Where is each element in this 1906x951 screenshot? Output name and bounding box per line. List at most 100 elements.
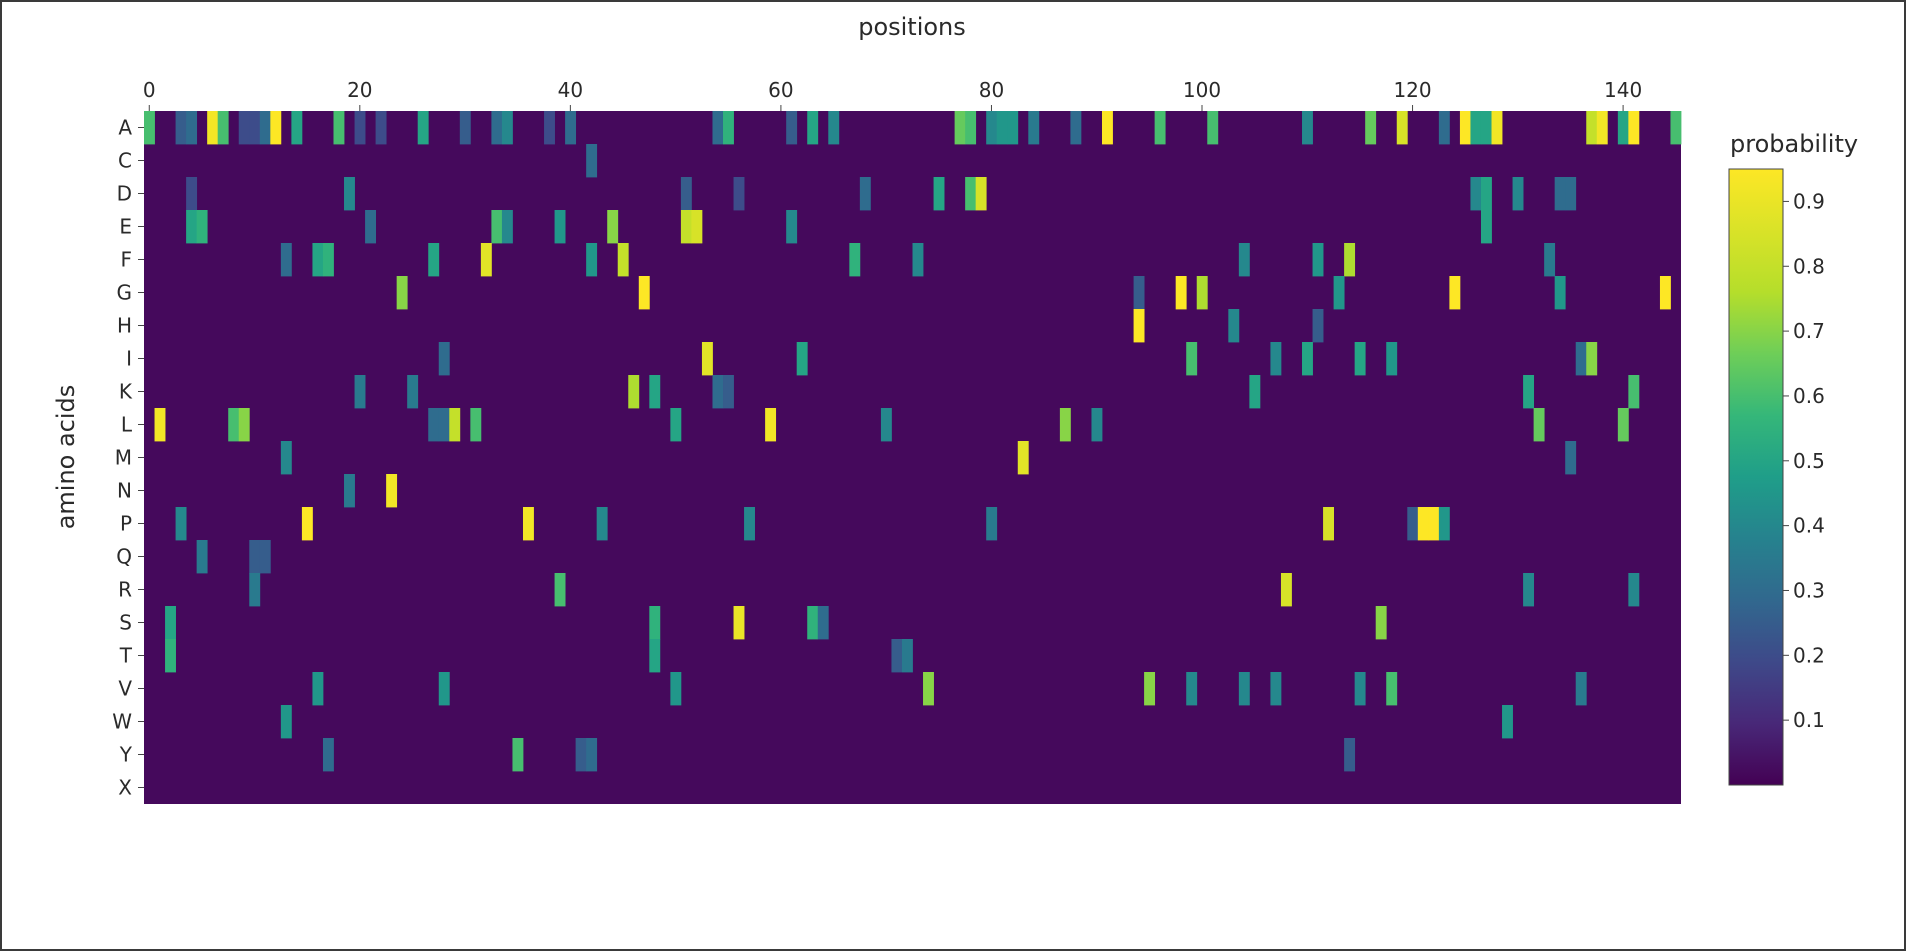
heatmap-cell [1575, 342, 1587, 376]
heatmap-cell [628, 375, 640, 409]
y-tick-label: F [120, 248, 132, 272]
heatmap-cell [1459, 111, 1471, 145]
heatmap-cell [607, 210, 619, 244]
y-tick-label: M [115, 446, 132, 470]
heatmap-cell [670, 672, 682, 706]
x-tick-label: 100 [1183, 78, 1221, 102]
heatmap-cell [270, 111, 282, 145]
heatmap-cell [1586, 111, 1598, 145]
heatmap-cell [186, 177, 198, 211]
heatmap-cell [1417, 507, 1429, 541]
heatmap-cell [1617, 111, 1629, 145]
heatmap-cell [1354, 672, 1366, 706]
heatmap-cell [480, 243, 492, 277]
heatmap-cell [1396, 111, 1408, 145]
heatmap-cell [1670, 111, 1682, 145]
heatmap-cell [280, 243, 292, 277]
heatmap-cell [1101, 111, 1113, 145]
heatmap-cell [965, 111, 977, 145]
heatmap-cell [344, 177, 355, 211]
heatmap-cell [1491, 111, 1503, 145]
heatmap-cell [1523, 375, 1535, 409]
heatmap-cell [1365, 111, 1377, 145]
x-tick-label: 20 [347, 78, 372, 102]
heatmap-cell [891, 639, 903, 673]
y-tick-label: X [118, 776, 132, 800]
heatmap-cell [586, 243, 598, 277]
heatmap-cell [786, 210, 798, 244]
y-tick-label: V [118, 677, 132, 701]
heatmap-cell [1470, 111, 1482, 145]
heatmap-cell [322, 243, 334, 277]
heatmap-cell [1312, 243, 1324, 277]
heatmap-cell [386, 474, 398, 508]
x-tick-label: 140 [1604, 78, 1642, 102]
colorbar-ticks: 0.9 0.8 0.7 0.6 0.5 0.4 0.3 0.2 0.1 [1783, 189, 1825, 732]
heatmap-cell [912, 243, 924, 277]
heatmap-cell [586, 144, 598, 178]
y-tick-label: L [121, 413, 133, 437]
heatmap-cell [638, 276, 650, 310]
heatmap-cell [1196, 276, 1208, 310]
heatmap-cell [144, 111, 155, 145]
heatmap-cell [175, 507, 187, 541]
heatmap-cell [322, 738, 334, 772]
heatmap-cell [1070, 111, 1082, 145]
heatmap-cell [1628, 573, 1640, 607]
heatmap-cell [986, 507, 998, 541]
heatmap-cell [965, 177, 977, 211]
heatmap-cell [649, 606, 661, 640]
heatmap-cell [723, 375, 734, 409]
heatmap-cell [238, 408, 250, 442]
heatmap-cell [1186, 672, 1198, 706]
x-tick-label: 0 [143, 78, 156, 102]
heatmap-cell [901, 639, 913, 673]
colorbar [1728, 168, 1784, 786]
heatmap-cell [1470, 177, 1482, 211]
colorbar-tick-label: 0.3 [1793, 578, 1825, 602]
y-tick-label: Q [116, 545, 132, 569]
heatmap-cell [1628, 375, 1640, 409]
heatmap-cell [365, 210, 377, 244]
x-tick-label: 60 [768, 78, 793, 102]
heatmap-cell [354, 111, 366, 145]
colorbar-tick-label: 0.4 [1793, 514, 1825, 538]
heatmap-cell [1007, 111, 1019, 145]
colorbar-tick-label: 0.6 [1793, 384, 1825, 408]
heatmap-cell [1554, 177, 1566, 211]
heatmap-cell [1238, 672, 1250, 706]
heatmap-cell [428, 408, 440, 442]
heatmap-cell [1270, 342, 1282, 376]
heatmap-cell [649, 639, 661, 673]
heatmap-cell [354, 375, 366, 409]
heatmap-cell [449, 408, 461, 442]
heatmap-cell [428, 243, 440, 277]
heatmap-cell [1133, 309, 1145, 343]
heatmap-cell [723, 111, 734, 145]
heatmap-cell [691, 210, 703, 244]
heatmap-cell [417, 111, 429, 145]
y-tick-label: T [119, 644, 133, 668]
heatmap-cell [1028, 111, 1040, 145]
heatmap-cell [1344, 738, 1356, 772]
heatmap-cell [238, 111, 250, 145]
heatmap-cell [1617, 408, 1629, 442]
heatmap-cell [259, 540, 271, 574]
colorbar-tick-label: 0.5 [1793, 449, 1825, 473]
heatmap-cell [670, 408, 682, 442]
y-tick-label: K [119, 380, 133, 404]
heatmap-cell [344, 474, 355, 508]
heatmap-cell [1280, 573, 1292, 607]
heatmap-cell [849, 243, 861, 277]
heatmap-cell [1091, 408, 1103, 442]
heatmap-cell [333, 111, 345, 145]
heatmap-cell [186, 111, 198, 145]
heatmap-cell [249, 111, 261, 145]
y-tick-label: N [117, 479, 132, 503]
heatmap-cell [586, 738, 598, 772]
heatmap-cell [228, 408, 240, 442]
heatmap-cell [1586, 342, 1598, 376]
heatmap-cell [186, 210, 198, 244]
